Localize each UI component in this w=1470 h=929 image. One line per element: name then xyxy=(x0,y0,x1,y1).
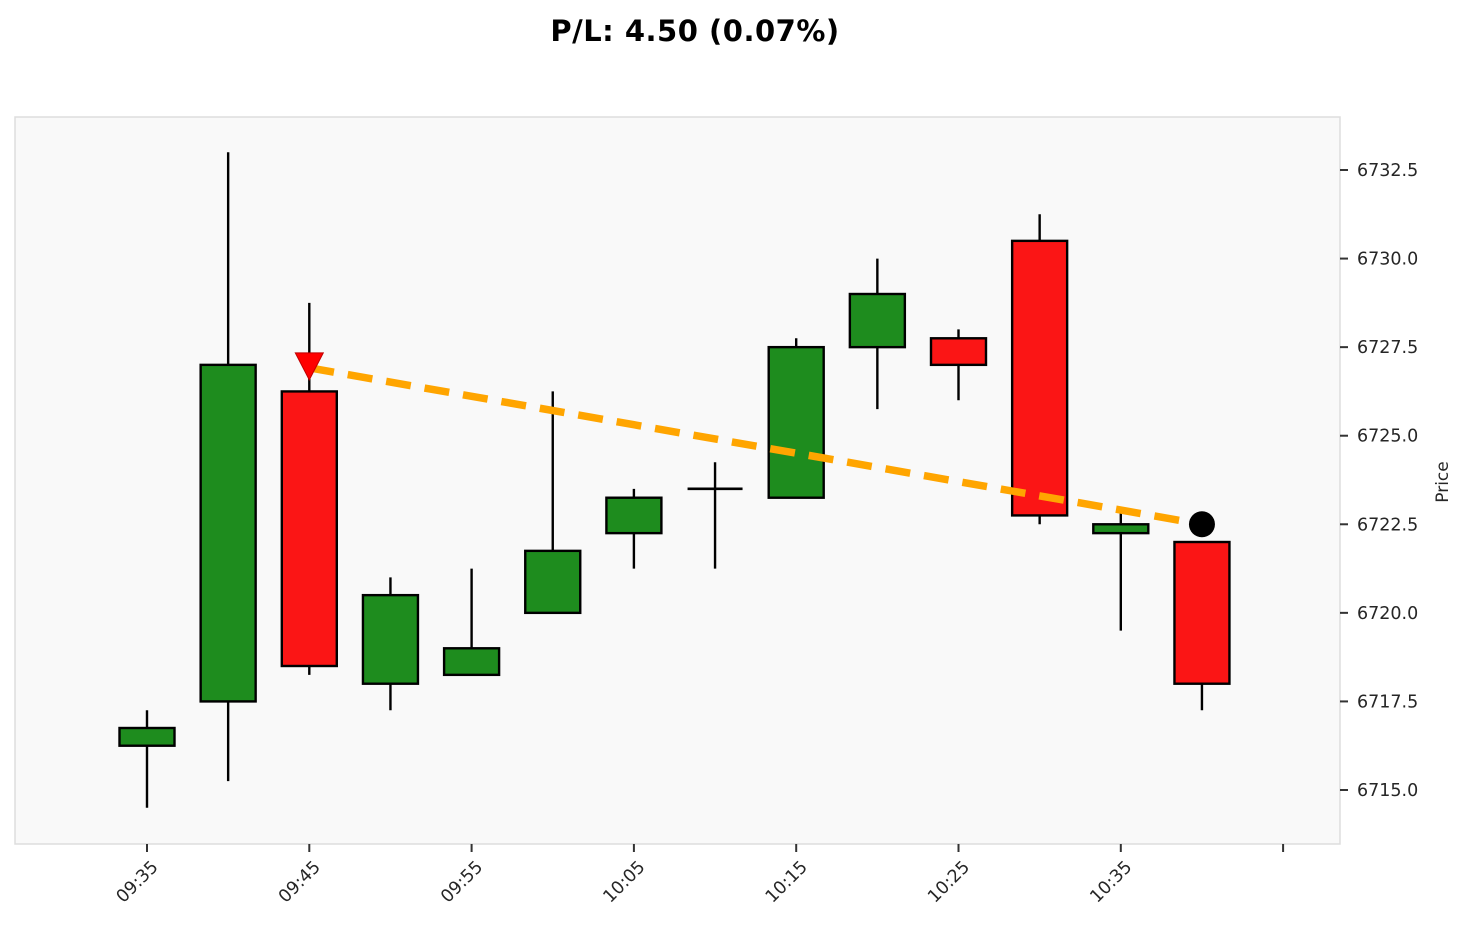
y-tick-label: 6717.5 xyxy=(1357,692,1418,712)
x-tick-label: 10:15 xyxy=(762,857,812,907)
x-tick-label: 09:55 xyxy=(437,857,487,907)
candle-body xyxy=(118,726,176,747)
candle-body xyxy=(605,496,663,535)
x-tick-label: 10:25 xyxy=(924,857,974,907)
candle-body xyxy=(442,647,501,677)
y-tick-label: 6730.0 xyxy=(1357,250,1418,270)
candle-body xyxy=(524,549,582,615)
candle-body xyxy=(1092,523,1150,535)
y-tick-label: 6725.0 xyxy=(1357,427,1418,447)
chart-title: P/L: 4.50 (0.07%) xyxy=(550,14,840,48)
candle-body xyxy=(767,345,825,499)
candle-body xyxy=(848,292,907,349)
y-tick-label: 6720.0 xyxy=(1357,604,1418,624)
candle-body xyxy=(361,593,420,685)
candle-body xyxy=(1010,239,1069,517)
exit-marker-icon xyxy=(1188,511,1215,538)
y-axis-label: Price xyxy=(1433,461,1453,502)
x-tick-label: 10:05 xyxy=(600,857,650,907)
entry-marker-icon xyxy=(294,352,325,381)
y-tick-label: 6727.5 xyxy=(1357,338,1418,358)
x-tick-label: 10:35 xyxy=(1087,857,1137,907)
candle-body xyxy=(1173,540,1231,685)
candle-body xyxy=(280,390,338,668)
y-tick-label: 6722.5 xyxy=(1357,515,1418,535)
x-tick-label: 09:45 xyxy=(275,857,325,907)
y-tick-label: 6715.0 xyxy=(1357,781,1418,801)
x-tick-label: 09:35 xyxy=(113,857,163,907)
y-tick-label: 6732.5 xyxy=(1357,161,1418,181)
candle-body xyxy=(199,363,257,703)
trade-line xyxy=(308,364,1203,528)
candle-body xyxy=(929,337,988,367)
